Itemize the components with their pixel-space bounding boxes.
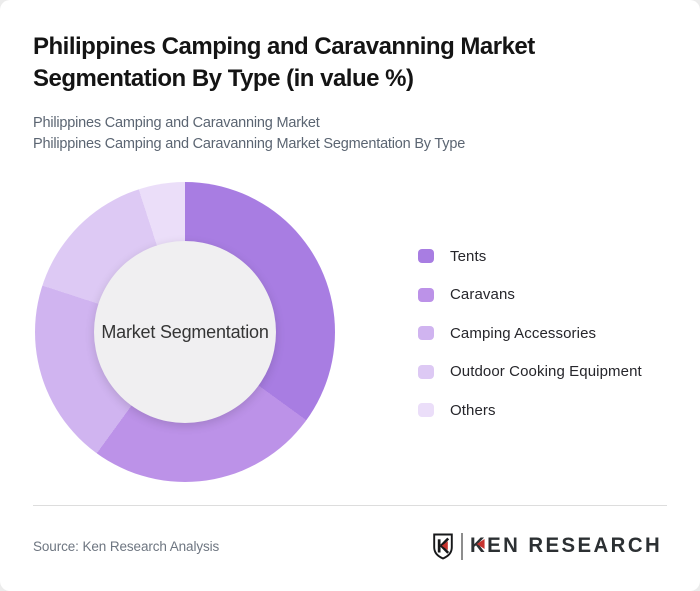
source-text: Source: Ken Research Analysis — [33, 539, 220, 554]
donut-chart-area: Market Segmentation Tents Caravans Camping… — [0, 170, 700, 500]
subtitle-line-2: Philippines Camping and Caravanning Mark… — [33, 136, 466, 152]
subtitle-block: Philippines Camping and Caravanning Mark… — [33, 113, 465, 155]
legend-swatch — [418, 403, 434, 418]
legend: Tents Caravans Camping Accessories Outdoor … — [418, 237, 642, 430]
shield-red-triangle — [441, 540, 448, 550]
logo-separator — [460, 532, 463, 560]
footer-divider — [33, 505, 667, 506]
legend-item: Camping Accessories — [418, 314, 642, 353]
legend-label: Others — [450, 401, 496, 419]
legend-swatch — [418, 364, 434, 379]
legend-item: Outdoor Cooking Equipment — [418, 353, 642, 392]
legend-swatch — [418, 326, 434, 341]
legend-label: Tents — [450, 247, 487, 265]
legend-item: Caravans — [418, 276, 642, 315]
legend-label: Camping Accessories — [450, 324, 597, 342]
subtitle-line-1: Philippines Camping and Caravanning Mark… — [33, 115, 320, 131]
logo-k-letter: K — [469, 534, 488, 557]
legend-item: Others — [418, 391, 642, 430]
donut-center: Market Segmentation — [94, 241, 276, 423]
legend-swatch — [418, 249, 434, 264]
legend-label: Caravans — [450, 286, 515, 304]
logo-shield-icon — [433, 533, 453, 560]
legend-label: Outdoor Cooking Equipment — [450, 363, 642, 381]
ken-research-logo: K EN RESEARCH — [431, 527, 668, 565]
legend-item: Tents — [418, 237, 642, 276]
donut-chart: Market Segmentation — [35, 182, 335, 482]
page-title: Philippines Camping and Caravanning Mark… — [33, 33, 535, 92]
logo-brand-rest: EN RESEARCH — [487, 534, 663, 557]
donut-center-label: Market Segmentation — [101, 321, 269, 342]
logo-k-red-triangle-icon — [476, 539, 485, 549]
logo-wordmark: K EN RESEARCH — [470, 534, 662, 558]
legend-swatch — [418, 287, 434, 302]
